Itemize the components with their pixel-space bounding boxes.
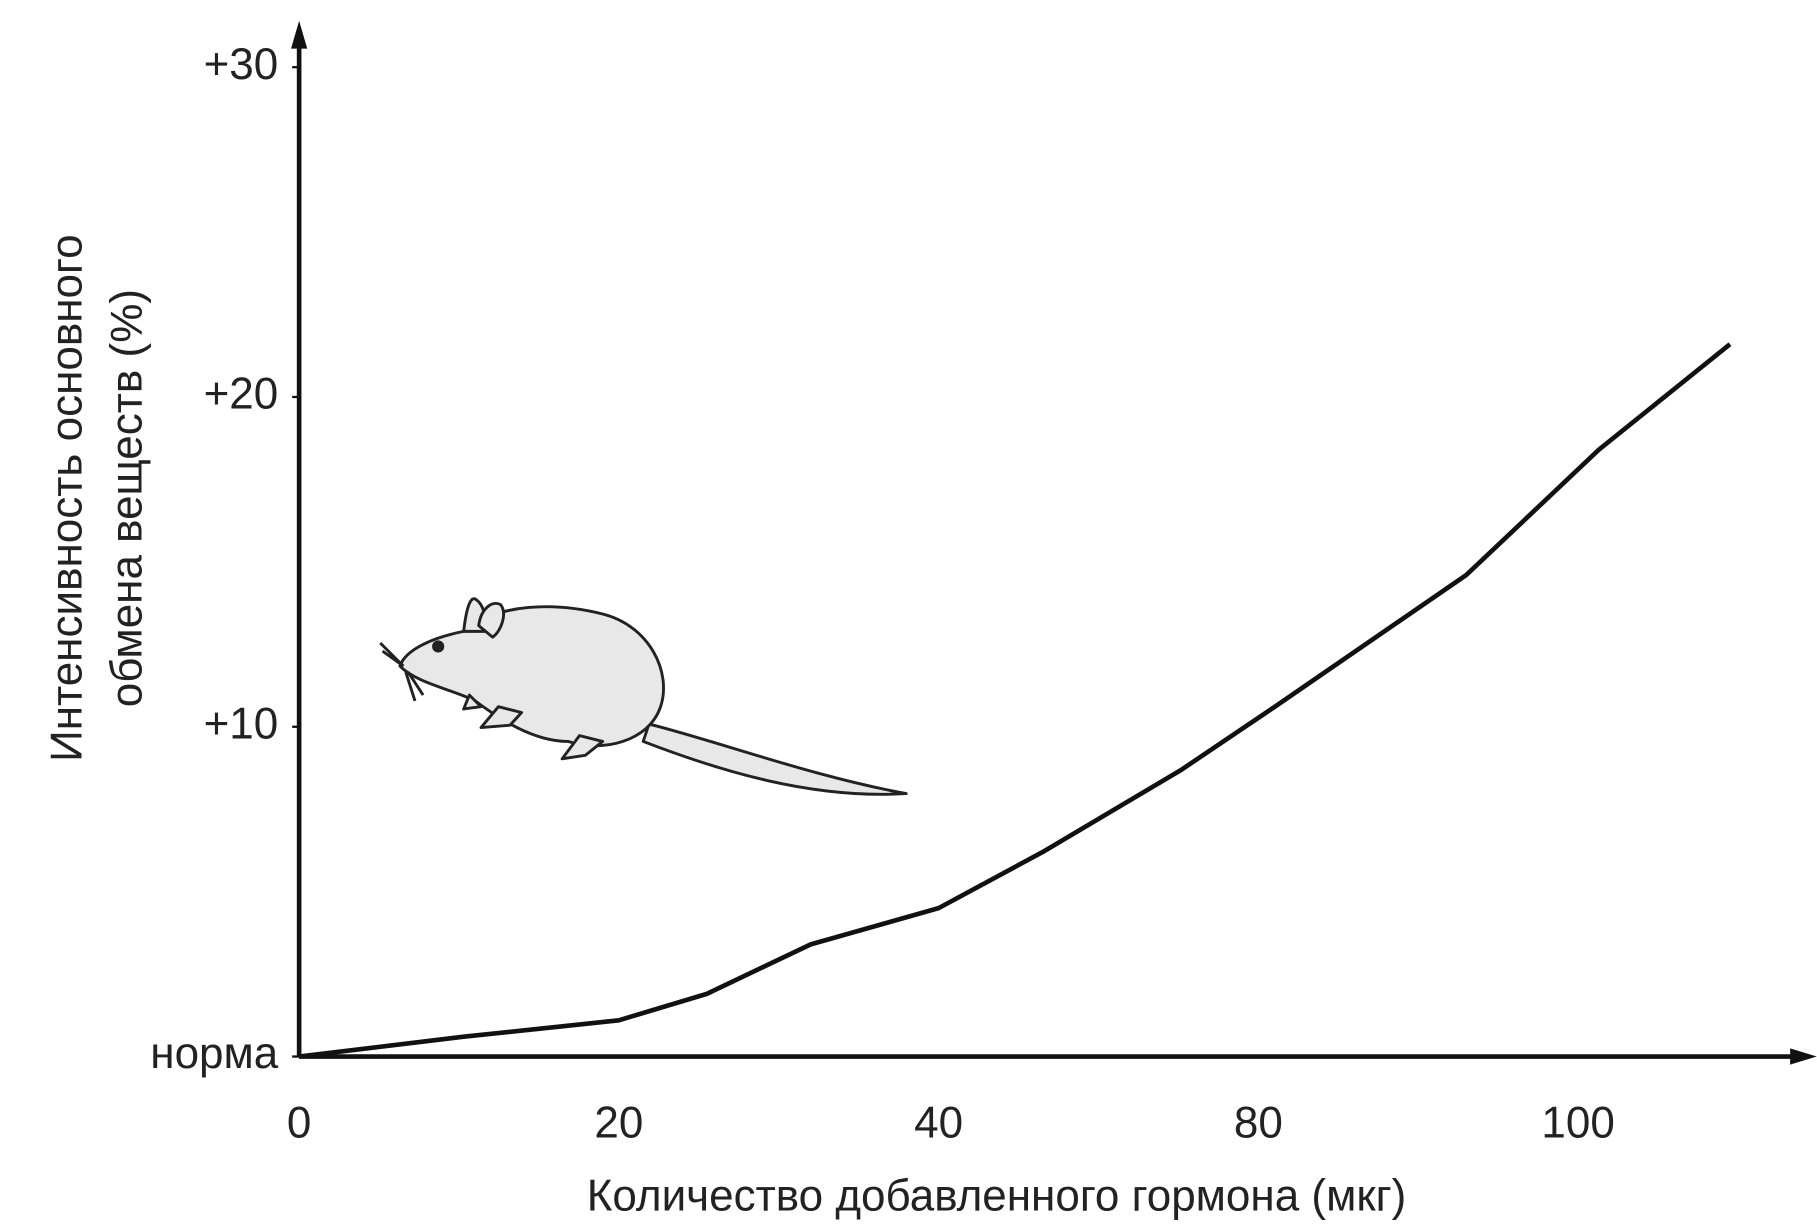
x-tick-label: 40 <box>914 1099 963 1148</box>
mouse-illustration <box>379 597 908 796</box>
mouse-ear <box>477 602 505 639</box>
mouse-tail <box>641 722 908 796</box>
mouse-foot <box>560 734 605 761</box>
mouse-eye <box>432 640 445 653</box>
mouse-foot <box>479 705 524 729</box>
mouse-paw <box>462 693 483 711</box>
x-tick-label: 20 <box>594 1099 643 1148</box>
y-tick-label: +30 <box>204 40 279 89</box>
mouse-body <box>398 605 665 748</box>
y-axis-arrow <box>291 20 308 49</box>
mouse-whiskers <box>379 641 425 702</box>
y-axis-title: Интенсивность основного <box>42 234 91 762</box>
x-axis-arrow <box>1790 1048 1817 1065</box>
y-tick-label: +10 <box>204 699 279 748</box>
x-tick-label: 80 <box>1234 1099 1283 1148</box>
x-tick-label: 0 <box>287 1099 311 1148</box>
y-axis-title: обмена веществ (%) <box>103 289 152 707</box>
line <box>298 342 1732 1059</box>
x-axis-title: Количество добавленного гормона (мкг) <box>587 1172 1407 1221</box>
y-tick-label: +20 <box>204 370 279 419</box>
y-tick-label: норма <box>150 1029 279 1078</box>
x-tick-label: 100 <box>1541 1099 1614 1148</box>
